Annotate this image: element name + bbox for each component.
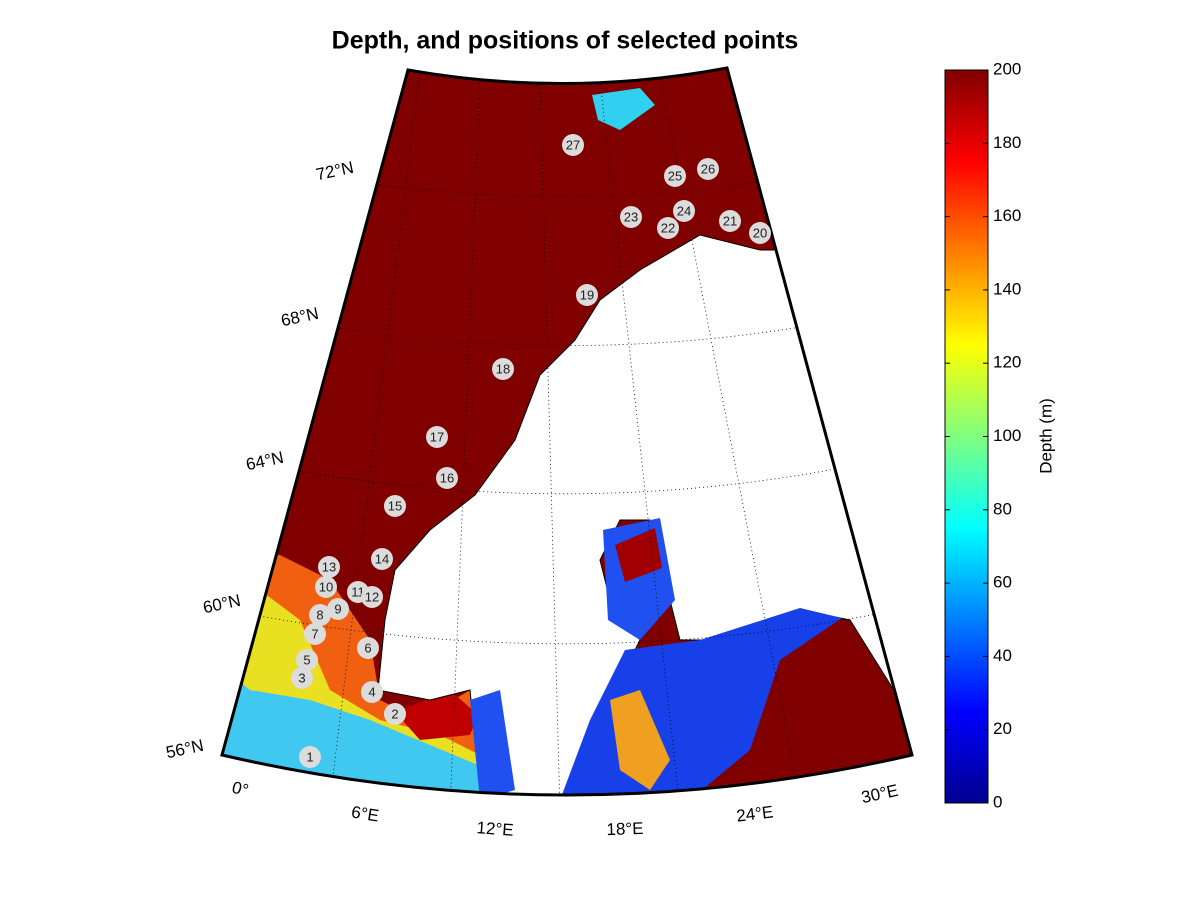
lon-label: 6°E bbox=[350, 802, 380, 825]
lat-label: 60°N bbox=[201, 591, 242, 617]
station-marker bbox=[436, 467, 458, 489]
station-label: 5 bbox=[303, 652, 310, 667]
station-label: 9 bbox=[334, 601, 341, 616]
lat-label: 72°N bbox=[314, 158, 355, 184]
colorbar-scale bbox=[944, 69, 989, 804]
station-label: 2 bbox=[391, 706, 398, 721]
colorbar-tick-label: 160 bbox=[993, 206, 1021, 225]
station-marker bbox=[492, 358, 514, 380]
station-label: 7 bbox=[311, 626, 318, 641]
station-label: 1 bbox=[306, 749, 313, 764]
station-label: 4 bbox=[368, 684, 375, 699]
station-label: 10 bbox=[319, 579, 333, 594]
station-marker bbox=[673, 200, 695, 222]
station-label: 26 bbox=[701, 161, 715, 176]
station-marker bbox=[384, 703, 406, 725]
colorbar-tick-label: 0 bbox=[993, 792, 1002, 811]
station-label: 22 bbox=[661, 220, 675, 235]
lon-label: 0° bbox=[230, 778, 250, 800]
colorbar-tick-label: 20 bbox=[993, 719, 1012, 738]
lon-label: 30°E bbox=[860, 781, 900, 807]
map-title: Depth, and positions of selected points bbox=[332, 27, 799, 55]
station-label: 12 bbox=[365, 589, 379, 604]
colorbar-label: Depth (m) bbox=[1036, 398, 1055, 474]
station-label: 20 bbox=[753, 225, 767, 240]
colorbar-tick-label: 80 bbox=[993, 499, 1012, 518]
skagerrak bbox=[395, 690, 478, 740]
colorbar-tick-label: 120 bbox=[993, 353, 1021, 372]
lat-label: 64°N bbox=[244, 448, 285, 474]
station-label: 16 bbox=[440, 470, 454, 485]
station-marker bbox=[361, 681, 383, 703]
station-marker bbox=[562, 134, 584, 156]
station-marker bbox=[304, 623, 326, 645]
station-marker bbox=[327, 598, 349, 620]
colorbar-tick-label: 100 bbox=[993, 426, 1021, 445]
baltic-deep bbox=[610, 690, 670, 790]
colorbar-tick-label: 40 bbox=[993, 646, 1012, 665]
station-marker bbox=[576, 284, 598, 306]
station-label: 25 bbox=[668, 168, 682, 183]
station-marker bbox=[299, 746, 321, 768]
lat-label: 56°N bbox=[164, 736, 205, 762]
station-label: 14 bbox=[375, 551, 389, 566]
colorbar-tick-label: 140 bbox=[993, 279, 1021, 298]
station-label: 21 bbox=[723, 213, 737, 228]
lon-label: 18°E bbox=[606, 819, 644, 839]
station-marker bbox=[309, 604, 331, 626]
lon-label: 24°E bbox=[735, 802, 774, 825]
colorbar-tick-label: 180 bbox=[993, 133, 1021, 152]
colorbar-tick-label: 200 bbox=[993, 59, 1021, 78]
station-label: 8 bbox=[316, 607, 323, 622]
colorbar bbox=[944, 69, 989, 804]
station-marker bbox=[318, 556, 340, 578]
station-marker bbox=[357, 637, 379, 659]
station-label: 18 bbox=[496, 361, 510, 376]
station-marker bbox=[664, 165, 686, 187]
station-label: 6 bbox=[364, 640, 371, 655]
station-marker bbox=[384, 495, 406, 517]
graticule bbox=[227, 69, 912, 795]
station-label: 23 bbox=[624, 209, 638, 224]
map-area bbox=[222, 68, 912, 795]
station-label: 27 bbox=[566, 137, 580, 152]
station-marker bbox=[426, 426, 448, 448]
station-marker bbox=[361, 586, 383, 608]
station-marker bbox=[657, 217, 679, 239]
station-marker bbox=[697, 158, 719, 180]
lat-label: 68°N bbox=[279, 304, 320, 330]
station-label: 19 bbox=[580, 287, 594, 302]
station-marker bbox=[315, 576, 337, 598]
station-label: 24 bbox=[677, 203, 691, 218]
station-label: 13 bbox=[322, 559, 336, 574]
station-marker bbox=[296, 649, 318, 671]
station-marker bbox=[291, 667, 313, 689]
station-label: 17 bbox=[430, 429, 444, 444]
station-marker bbox=[719, 210, 741, 232]
colorbar-tick-label: 60 bbox=[993, 573, 1012, 592]
station-marker bbox=[620, 206, 642, 228]
station-marker bbox=[749, 222, 771, 244]
kattegat bbox=[470, 690, 515, 795]
station-label: 15 bbox=[388, 498, 402, 513]
station-label: 3 bbox=[298, 670, 305, 685]
shoal bbox=[592, 88, 655, 130]
station-marker bbox=[371, 548, 393, 570]
map-frame bbox=[220, 66, 914, 797]
lon-label: 12°E bbox=[476, 818, 514, 840]
